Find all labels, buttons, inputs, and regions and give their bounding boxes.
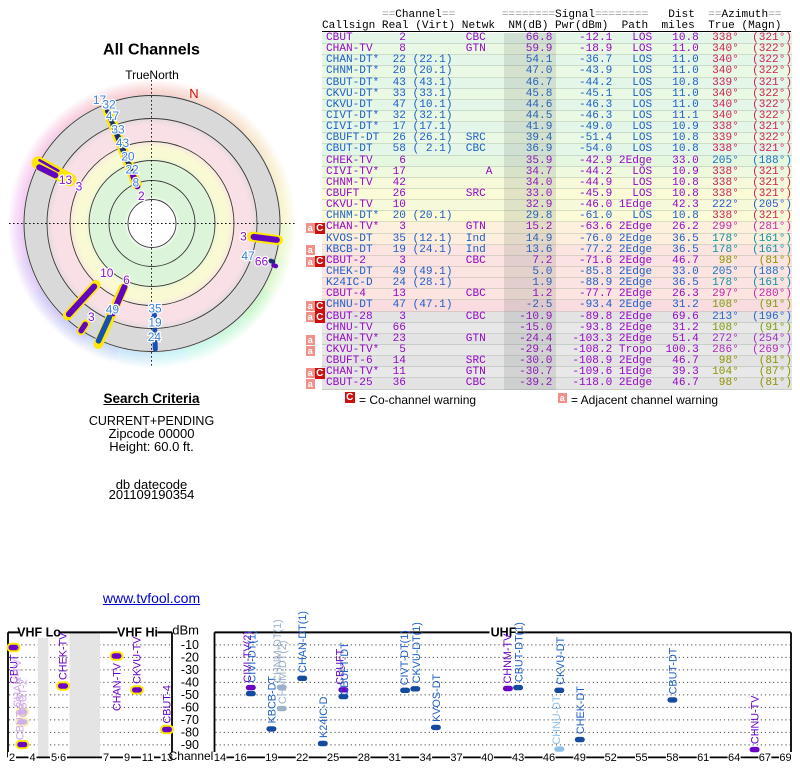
svg-text:17: 17 bbox=[93, 93, 107, 107]
svg-text:-50: -50 bbox=[181, 688, 199, 702]
svg-text:11: 11 bbox=[142, 752, 153, 764]
svg-text:CHAN-DT(1): CHAN-DT(1) bbox=[297, 611, 309, 673]
svg-text:4: 4 bbox=[29, 752, 35, 764]
svg-text:49: 49 bbox=[106, 303, 120, 317]
svg-text:CHNM-TV: CHNM-TV bbox=[502, 633, 514, 684]
svg-text:Channel: Channel bbox=[169, 749, 214, 763]
svg-text:25: 25 bbox=[327, 752, 339, 764]
svg-text:69: 69 bbox=[779, 752, 791, 764]
svg-text:CBUFT-DT: CBUFT-DT bbox=[339, 642, 351, 696]
svg-text:24: 24 bbox=[148, 330, 162, 344]
svg-text:7: 7 bbox=[103, 752, 109, 764]
svg-text:3: 3 bbox=[88, 310, 95, 324]
svg-text:VHF Lo: VHF Lo bbox=[17, 626, 61, 640]
svg-text:14: 14 bbox=[214, 752, 226, 764]
svg-text:61: 61 bbox=[697, 752, 709, 764]
svg-text:8: 8 bbox=[132, 175, 139, 189]
svg-text:CIVT-DT(1): CIVT-DT(1) bbox=[399, 630, 411, 685]
svg-text:28: 28 bbox=[358, 752, 370, 764]
svg-text:CIVI-TV(2): CIVI-TV(2) bbox=[242, 631, 254, 683]
svg-text:2: 2 bbox=[138, 189, 145, 203]
svg-text:19: 19 bbox=[148, 316, 162, 330]
svg-text:13: 13 bbox=[161, 752, 173, 764]
svg-text:CKVU-TV: CKVU-TV bbox=[132, 636, 144, 684]
svg-text:KVOS-DT: KVOS-DT bbox=[431, 674, 443, 722]
svg-text:10: 10 bbox=[100, 266, 114, 280]
svg-text:CBUT-DT: CBUT-DT bbox=[667, 647, 679, 694]
svg-text:N: N bbox=[189, 86, 198, 101]
svg-text:CKVU-DT: CKVU-DT bbox=[555, 636, 567, 684]
svg-text:47: 47 bbox=[106, 109, 120, 123]
svg-text:-60: -60 bbox=[181, 701, 199, 715]
svg-text:-80: -80 bbox=[181, 726, 199, 740]
svg-text:19: 19 bbox=[265, 752, 277, 764]
svg-text:13: 13 bbox=[59, 173, 73, 187]
svg-text:5: 5 bbox=[51, 752, 57, 764]
svg-text:UHF: UHF bbox=[491, 626, 517, 640]
svg-text:58: 58 bbox=[666, 752, 678, 764]
svg-text:47: 47 bbox=[241, 249, 255, 263]
svg-text:66: 66 bbox=[255, 255, 269, 269]
svg-text:32: 32 bbox=[102, 98, 116, 112]
svg-text:dBm: dBm bbox=[172, 623, 199, 638]
svg-text:67: 67 bbox=[759, 752, 771, 764]
svg-text:2: 2 bbox=[9, 752, 15, 764]
svg-text:52: 52 bbox=[605, 752, 617, 764]
svg-text:-10: -10 bbox=[181, 638, 199, 652]
svg-text:55: 55 bbox=[635, 752, 647, 764]
svg-text:CHAN-TV: CHAN-TV bbox=[112, 662, 124, 711]
svg-text:49: 49 bbox=[574, 752, 586, 764]
svg-text:CIVI-DT(1): CIVI-DT(1) bbox=[246, 630, 258, 682]
svg-text:3: 3 bbox=[240, 230, 247, 244]
svg-text:-90: -90 bbox=[181, 738, 199, 752]
svg-text:35: 35 bbox=[148, 301, 162, 315]
svg-text:6: 6 bbox=[123, 273, 130, 287]
svg-text:34: 34 bbox=[419, 752, 431, 764]
svg-text:TrueNorth: TrueNorth bbox=[125, 68, 179, 82]
svg-text:3: 3 bbox=[76, 179, 83, 193]
svg-text:6: 6 bbox=[60, 752, 66, 764]
svg-text:CBUT-28: CBUT-28 bbox=[15, 696, 27, 740]
svg-text:31: 31 bbox=[389, 752, 401, 764]
svg-text:9: 9 bbox=[124, 752, 130, 764]
svg-text:VHF Hi: VHF Hi bbox=[117, 626, 158, 640]
svg-text:CBUT-DT(1): CBUT-DT(1) bbox=[514, 622, 526, 682]
svg-text:All Channels: All Channels bbox=[103, 42, 200, 59]
svg-text:-70: -70 bbox=[181, 713, 199, 727]
svg-text:CHNU-TV: CHNU-TV bbox=[750, 695, 762, 744]
svg-text:22: 22 bbox=[125, 162, 139, 176]
svg-text:CHNU-DT: CHNU-DT bbox=[551, 695, 563, 745]
svg-text:CKVU-DT(1): CKVU-DT(1) bbox=[411, 622, 423, 683]
svg-text:20: 20 bbox=[121, 150, 135, 164]
svg-text:CHNM-DT(2): CHNM-DT(2) bbox=[277, 641, 289, 705]
svg-text:22: 22 bbox=[296, 752, 308, 764]
svg-text:37: 37 bbox=[450, 752, 462, 764]
svg-text:40: 40 bbox=[481, 752, 493, 764]
svg-text:43: 43 bbox=[512, 752, 524, 764]
svg-text:CBUFT: CBUFT bbox=[334, 648, 346, 684]
svg-text:33: 33 bbox=[111, 123, 125, 137]
svg-text:CHAN-TV: CHAN-TV bbox=[12, 659, 24, 708]
svg-text:-40: -40 bbox=[181, 676, 199, 690]
svg-text:CBUT-4: CBUT-4 bbox=[162, 685, 174, 723]
svg-text:-20: -20 bbox=[181, 651, 199, 665]
svg-text:46: 46 bbox=[543, 752, 555, 764]
svg-text:CBUT-2: CBUT-2 bbox=[18, 679, 30, 717]
svg-text:KBCB-DT: KBCB-DT bbox=[266, 676, 278, 724]
svg-text:CHNM-DT(1): CHNM-DT(1) bbox=[272, 619, 284, 683]
svg-text:-30: -30 bbox=[181, 663, 199, 677]
svg-text:K24IC-D: K24IC-D bbox=[318, 696, 330, 738]
svg-text:43: 43 bbox=[116, 136, 130, 150]
svg-text:CHEK-TV: CHEK-TV bbox=[58, 632, 70, 680]
svg-text:CHEK-DT: CHEK-DT bbox=[575, 686, 587, 734]
svg-text:16: 16 bbox=[234, 752, 246, 764]
svg-text:64: 64 bbox=[728, 752, 740, 764]
svg-text:CBUT: CBUT bbox=[9, 654, 21, 684]
